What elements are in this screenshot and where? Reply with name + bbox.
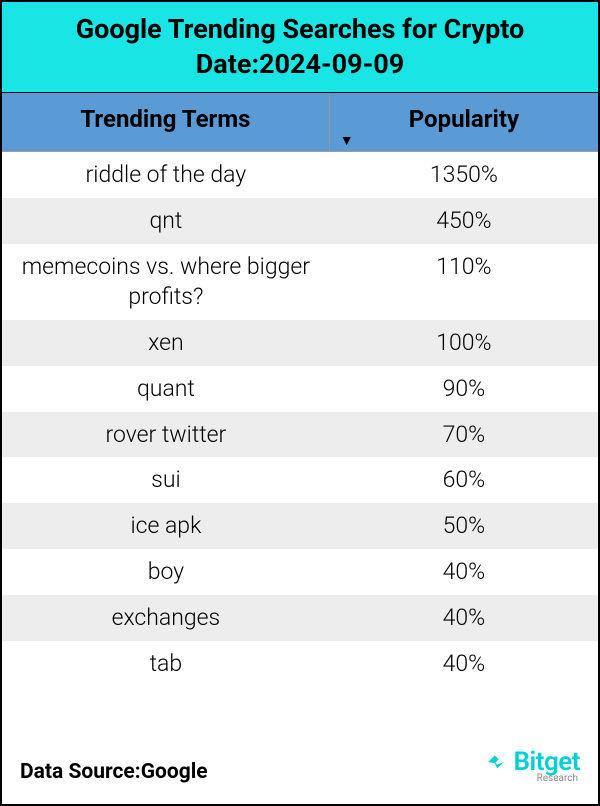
- column-header-popularity-label: Popularity: [409, 105, 519, 133]
- brand-logo: Bitget Research: [483, 749, 580, 784]
- cell-term: boy: [2, 549, 330, 595]
- column-header-terms[interactable]: Trending Terms: [2, 93, 330, 151]
- cell-popularity: 40%: [330, 549, 598, 595]
- cell-popularity: 110%: [330, 244, 598, 320]
- table-row: memecoins vs. where bigger profits?110%: [2, 244, 598, 320]
- infographic-container: Google Trending Searches for Crypto Date…: [0, 0, 600, 806]
- bitget-logo-icon: [483, 749, 509, 775]
- table-header-row: Trending Terms Popularity ▼: [2, 93, 598, 152]
- cell-term: memecoins vs. where bigger profits?: [2, 244, 330, 320]
- table-row: quant90%: [2, 366, 598, 412]
- table-row: qnt450%: [2, 198, 598, 244]
- table-row: tab40%: [2, 641, 598, 687]
- cell-popularity: 40%: [330, 641, 598, 687]
- cell-term: ice apk: [2, 503, 330, 549]
- brand-logo-subtext: Research: [537, 773, 578, 784]
- column-header-terms-label: Trending Terms: [80, 105, 250, 133]
- table-row: ice apk50%: [2, 503, 598, 549]
- cell-popularity: 70%: [330, 412, 598, 458]
- cell-popularity: 40%: [330, 595, 598, 641]
- cell-popularity: 100%: [330, 320, 598, 366]
- table-row: boy40%: [2, 549, 598, 595]
- table-row: exchanges40%: [2, 595, 598, 641]
- table-row: xen100%: [2, 320, 598, 366]
- cell-popularity: 1350%: [330, 152, 598, 198]
- cell-popularity: 60%: [330, 457, 598, 503]
- table-row: rover twitter70%: [2, 412, 598, 458]
- cell-term: tab: [2, 641, 330, 687]
- title-bar: Google Trending Searches for Crypto Date…: [2, 2, 598, 93]
- cell-term: exchanges: [2, 595, 330, 641]
- table: Trending Terms Popularity ▼ riddle of th…: [2, 93, 598, 687]
- brand-logo-text: Bitget: [513, 749, 580, 775]
- table-row: riddle of the day1350%: [2, 152, 598, 198]
- sort-desc-icon: ▼: [340, 132, 354, 149]
- cell-term: quant: [2, 366, 330, 412]
- cell-term: riddle of the day: [2, 152, 330, 198]
- title-line-1: Google Trending Searches for Crypto: [12, 12, 588, 47]
- title-line-2: Date:2024-09-09: [12, 47, 588, 82]
- data-source: Data Source:Google: [20, 760, 208, 784]
- cell-popularity: 50%: [330, 503, 598, 549]
- cell-term: qnt: [2, 198, 330, 244]
- cell-term: sui: [2, 457, 330, 503]
- cell-term: rover twitter: [2, 412, 330, 458]
- column-header-popularity[interactable]: Popularity ▼: [330, 93, 598, 151]
- table-body: riddle of the day1350%qnt450%memecoins v…: [2, 152, 598, 687]
- table-row: sui60%: [2, 457, 598, 503]
- cell-popularity: 90%: [330, 366, 598, 412]
- cell-popularity: 450%: [330, 198, 598, 244]
- footer: Data Source:Google Bitget Research: [2, 735, 598, 804]
- cell-term: xen: [2, 320, 330, 366]
